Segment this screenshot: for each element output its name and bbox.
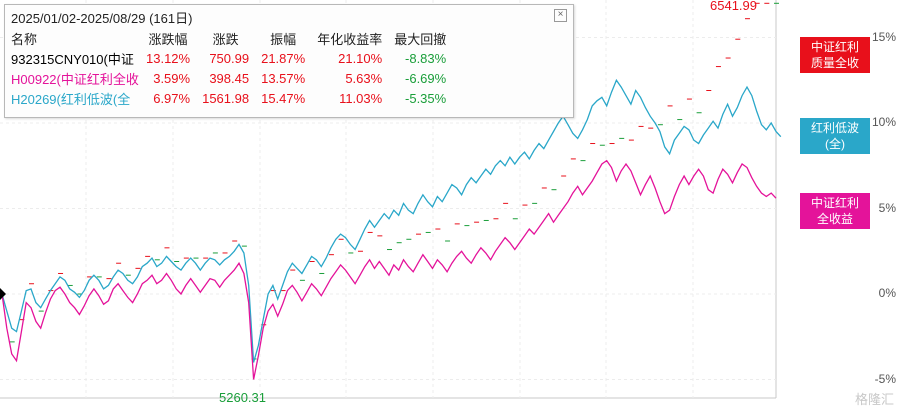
cell-name: 932315CNY010(中证 [11,51,134,67]
close-icon[interactable]: × [554,9,567,22]
y-tick-5: 5% [878,201,896,215]
start-marker-icon [0,288,6,300]
y-tick-0: 0% [878,286,896,300]
header-amp: 振幅 [270,31,297,47]
cell-name: H20269(红利低波(全 [11,91,131,107]
series-label-cyan[interactable]: 红利低波 (全) [800,118,870,154]
stats-row[interactable]: H00922(中证红利全收 3.59% 398.45 13.57% 5.63% -6.69… [5,68,452,88]
cell-amp: 13.57% [261,70,306,86]
cell-name: H00922(中证红利全收 [11,71,139,87]
y-tick-15: 15% [871,30,896,44]
y-tick-minus5: -5% [874,372,896,386]
header-annual: 年化收益率 [317,31,383,47]
cell-chg-pct: 13.12% [146,50,191,66]
header-mdd: 最大回撤 [394,31,447,47]
y-tick-10: 10% [871,115,896,129]
cell-chg: 398.45 [209,70,250,86]
series-line-2 [1,159,777,380]
stats-row[interactable]: H20269(红利低波(全 6.97% 1561.98 15.47% 11.03% -5.… [5,88,452,108]
cell-amp: 21.87% [261,50,306,66]
cell-mdd: -8.83% [405,50,447,66]
chart-lines [0,78,782,380]
cell-chg: 750.99 [209,50,250,66]
cell-annual: 5.63% [345,70,383,86]
cell-annual: 21.10% [338,50,383,66]
cell-mdd: -5.35% [405,90,447,106]
date-range-title: 2025/01/02-2025/08/29 (161日) [11,11,193,26]
header-chg: 涨跌 [212,31,239,47]
top-value-label: 6541.99 [710,0,757,13]
header-name: 名称 [11,31,38,47]
cell-mdd: -6.69% [405,70,447,86]
stats-panel[interactable]: 2025/01/02-2025/08/29 (161日) × 名称 涨跌幅 涨跌… [4,4,574,118]
series-label-red[interactable]: 中证红利 质量全收 [800,37,870,73]
cell-amp: 15.47% [261,90,306,106]
cell-chg: 1561.98 [202,90,250,106]
cell-chg-pct: 6.97% [153,90,191,106]
stats-table: 名称 涨跌幅 涨跌 振幅 年化收益率 最大回撤 932315CNY010(中证 1… [5,28,452,108]
series-label-magenta[interactable]: 中证红利 全收益 [800,193,870,229]
bottom-value-label: 5260.31 [219,390,266,405]
series-line-1 [1,78,782,363]
stats-header-row: 名称 涨跌幅 涨跌 振幅 年化收益率 最大回撤 [5,28,452,48]
cell-chg-pct: 3.59% [153,70,191,86]
watermark: 格隆汇 [854,392,894,407]
header-chg-pct: 涨跌幅 [148,31,188,47]
cell-annual: 11.03% [339,90,383,106]
stats-row[interactable]: 932315CNY010(中证 13.12% 750.99 21.87% 21.10% -… [5,48,452,68]
